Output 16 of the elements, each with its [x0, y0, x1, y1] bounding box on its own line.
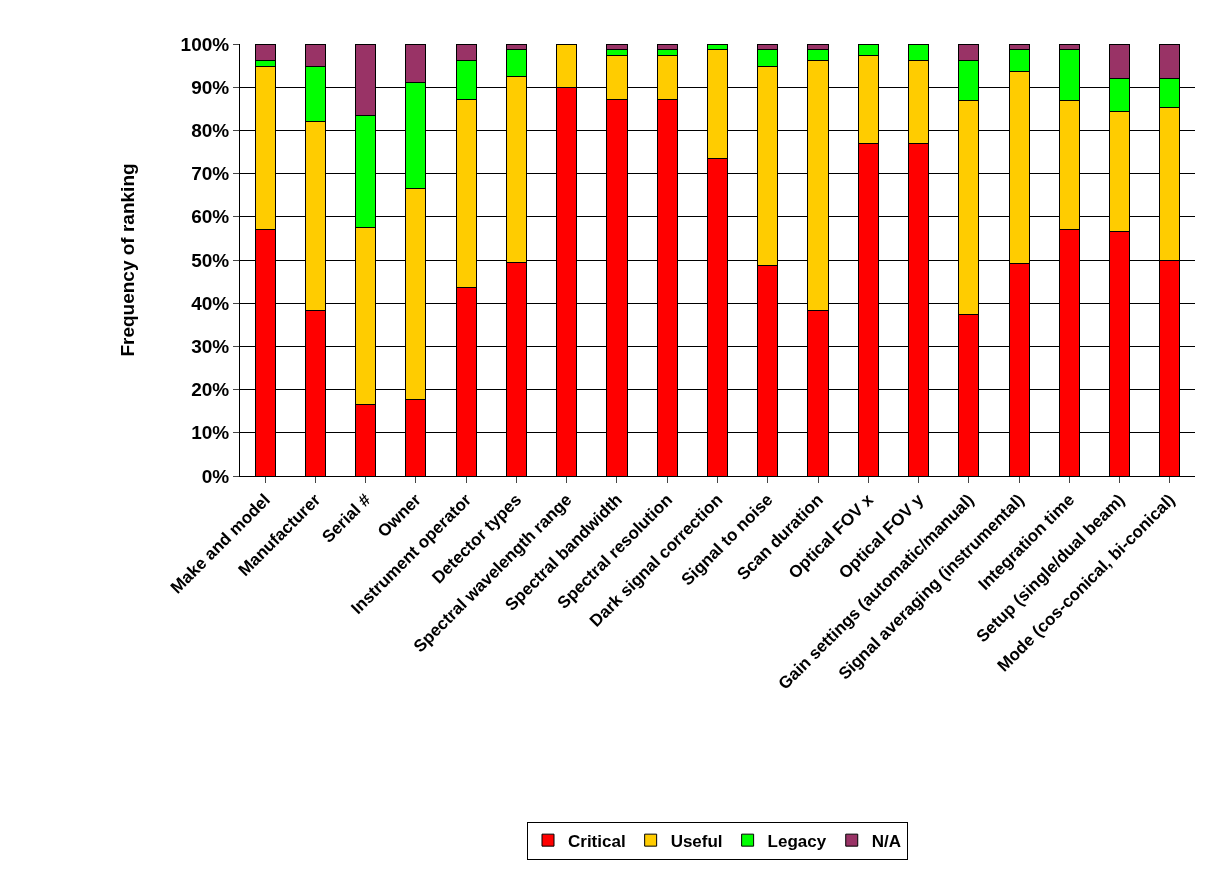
y-tick-label: 80%	[191, 120, 230, 142]
y-axis-title: Frequency of ranking	[117, 163, 139, 357]
y-tick-label: 30%	[191, 336, 230, 358]
y-tick-label: 70%	[191, 163, 230, 185]
legend-label: N/A	[871, 831, 902, 851]
legend-label: Useful	[670, 831, 723, 851]
y-tick-label: 100%	[180, 33, 230, 55]
y-tick-label: 60%	[191, 206, 230, 228]
y-tick-label: 0%	[201, 465, 230, 487]
y-tick-label: 50%	[191, 249, 230, 271]
y-tick-label: 40%	[191, 292, 230, 314]
legend-label: Legacy	[767, 831, 827, 851]
y-tick-label: 20%	[191, 379, 230, 401]
y-tick-label: 10%	[191, 422, 230, 444]
legend-label: Critical	[568, 831, 626, 851]
y-tick-label: 90%	[191, 76, 230, 98]
